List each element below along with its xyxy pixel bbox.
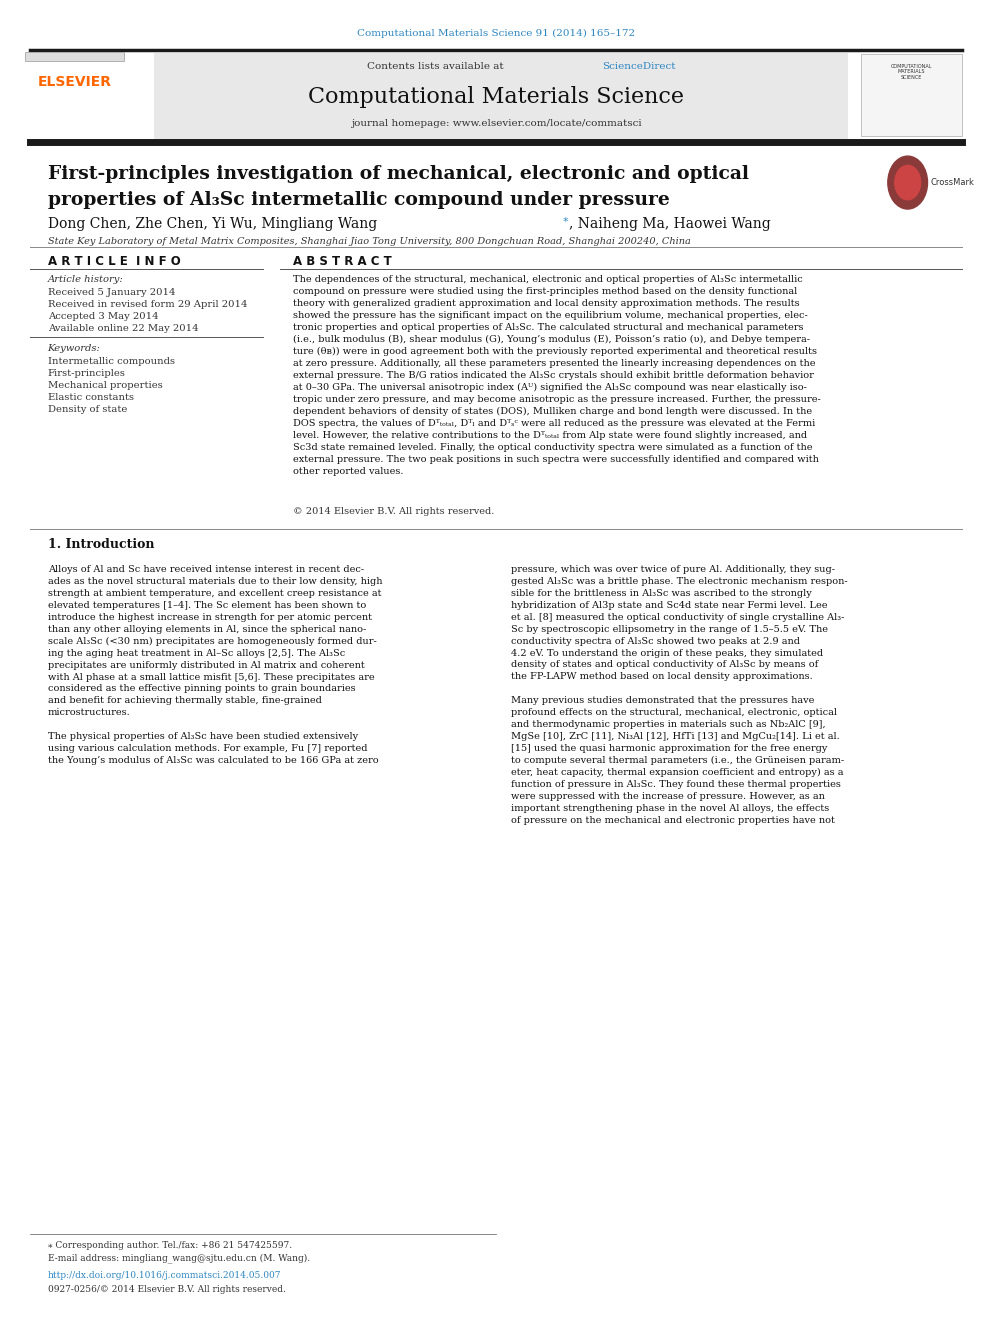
Text: journal homepage: www.elsevier.com/locate/commatsci: journal homepage: www.elsevier.com/locat… bbox=[351, 119, 641, 128]
Text: Accepted 3 May 2014: Accepted 3 May 2014 bbox=[48, 312, 159, 321]
Text: COMPUTATIONAL
MATERIALS
SCIENCE: COMPUTATIONAL MATERIALS SCIENCE bbox=[891, 64, 932, 81]
Text: ⁎ Corresponding author. Tel./fax: +86 21 547425597.: ⁎ Corresponding author. Tel./fax: +86 21… bbox=[48, 1241, 292, 1250]
Text: Alloys of Al and Sc have received intense interest in recent dec-
ades as the no: Alloys of Al and Sc have received intens… bbox=[48, 565, 382, 765]
Text: The dependences of the structural, mechanical, electronic and optical properties: The dependences of the structural, mecha… bbox=[293, 275, 820, 476]
Text: Density of state: Density of state bbox=[48, 405, 127, 414]
Text: A B S T R A C T: A B S T R A C T bbox=[293, 255, 392, 269]
Text: Intermetallic compounds: Intermetallic compounds bbox=[48, 357, 175, 366]
Circle shape bbox=[888, 156, 928, 209]
Text: , Naiheng Ma, Haowei Wang: , Naiheng Ma, Haowei Wang bbox=[569, 217, 771, 232]
Text: © 2014 Elsevier B.V. All rights reserved.: © 2014 Elsevier B.V. All rights reserved… bbox=[293, 507, 494, 516]
Text: ScienceDirect: ScienceDirect bbox=[602, 62, 676, 71]
Text: Dong Chen, Zhe Chen, Yi Wu, Mingliang Wang: Dong Chen, Zhe Chen, Yi Wu, Mingliang Wa… bbox=[48, 217, 377, 232]
Circle shape bbox=[895, 165, 921, 200]
Text: E-mail address: mingliang_wang@sjtu.edu.cn (M. Wang).: E-mail address: mingliang_wang@sjtu.edu.… bbox=[48, 1253, 310, 1262]
FancyBboxPatch shape bbox=[861, 54, 962, 136]
FancyBboxPatch shape bbox=[154, 53, 848, 139]
Text: properties of Al₃Sc intermetallic compound under pressure: properties of Al₃Sc intermetallic compou… bbox=[48, 191, 670, 209]
Text: *: * bbox=[562, 217, 568, 228]
Text: ELSEVIER: ELSEVIER bbox=[38, 75, 111, 90]
Text: Available online 22 May 2014: Available online 22 May 2014 bbox=[48, 324, 198, 333]
Text: pressure, which was over twice of pure Al. Additionally, they sug-
gested Al₃Sc : pressure, which was over twice of pure A… bbox=[511, 565, 847, 826]
Text: State Key Laboratory of Metal Matrix Composites, Shanghai Jiao Tong University, : State Key Laboratory of Metal Matrix Com… bbox=[48, 237, 690, 246]
Text: CrossMark: CrossMark bbox=[930, 179, 974, 187]
Text: First-principles investigation of mechanical, electronic and optical: First-principles investigation of mechan… bbox=[48, 165, 749, 184]
Text: http://dx.doi.org/10.1016/j.commatsci.2014.05.007: http://dx.doi.org/10.1016/j.commatsci.20… bbox=[48, 1271, 281, 1281]
Text: 0927-0256/© 2014 Elsevier B.V. All rights reserved.: 0927-0256/© 2014 Elsevier B.V. All right… bbox=[48, 1285, 286, 1294]
Text: 1. Introduction: 1. Introduction bbox=[48, 538, 154, 552]
Text: Mechanical properties: Mechanical properties bbox=[48, 381, 163, 390]
Text: Computational Materials Science: Computational Materials Science bbox=[308, 86, 684, 108]
Text: Received in revised form 29 April 2014: Received in revised form 29 April 2014 bbox=[48, 300, 247, 310]
Text: A R T I C L E  I N F O: A R T I C L E I N F O bbox=[48, 255, 181, 269]
Text: First-principles: First-principles bbox=[48, 369, 126, 378]
Text: Computational Materials Science 91 (2014) 165–172: Computational Materials Science 91 (2014… bbox=[357, 29, 635, 38]
Text: Contents lists available at: Contents lists available at bbox=[367, 62, 507, 71]
Text: Keywords:: Keywords: bbox=[48, 344, 100, 353]
Text: Elastic constants: Elastic constants bbox=[48, 393, 134, 402]
FancyBboxPatch shape bbox=[25, 52, 124, 61]
Text: Article history:: Article history: bbox=[48, 275, 123, 284]
Text: Received 5 January 2014: Received 5 January 2014 bbox=[48, 288, 176, 298]
